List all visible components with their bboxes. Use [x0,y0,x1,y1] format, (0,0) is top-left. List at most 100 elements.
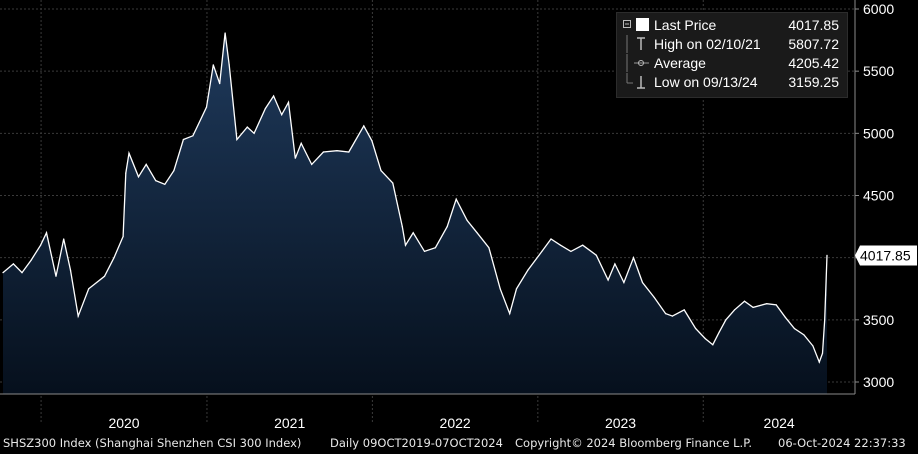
price-point [273,95,275,97]
price-point [559,244,562,246]
price-point [812,345,814,347]
price-point [733,309,736,311]
y-tick-label: 3500 [863,312,894,328]
price-point [803,334,805,336]
price-point [30,259,32,261]
price-point [77,315,79,317]
price-point [173,170,175,172]
footer-date-range: Daily 09OCT2019-07OCT2024 [330,436,503,450]
price-point [246,126,248,128]
price-point [784,316,786,318]
price-point [392,182,394,184]
price-point [825,294,827,296]
price-point [653,296,655,299]
y-tick-label: 5000 [863,125,894,141]
price-point [45,232,48,234]
price-point [499,288,501,290]
footer-timestamp: 06-Oct-2024 22:37:33 [778,436,906,450]
price-point [595,254,597,256]
price-point [623,281,625,284]
axes: 3000350040004500500055006000202020212022… [0,0,917,431]
price-point [671,315,674,317]
price-point [380,170,382,172]
price-point [821,352,824,354]
price-area [3,33,827,394]
price-point [455,198,457,200]
price-point [412,232,414,234]
price-point [824,319,826,321]
price-point [752,306,754,308]
price-point [145,163,147,165]
price-point [766,303,768,305]
legend-value: 5807.72 [788,36,839,52]
price-point [300,142,302,144]
y-tick-label: 4500 [863,188,894,204]
price-point [404,244,407,246]
price-point [182,138,184,141]
legend-label: Low on 09/13/24 [654,74,758,90]
price-point [515,288,518,290]
price-point [63,238,65,240]
legend-label: Last Price [654,17,717,33]
legend-value: 4017.85 [788,17,839,33]
legend-row-high: High on 02/10/21 5807.72 [621,35,839,53]
x-tick-label: 2022 [440,415,471,431]
price-point [311,163,313,165]
price-point [21,272,23,274]
price-point [570,250,572,252]
price-point [793,327,796,330]
footer-index-name: SHSZ300 Index (Shanghai Shenzhen CSI 300… [3,436,302,450]
price-point [446,226,448,228]
price-point [155,180,157,182]
price-point [541,250,543,252]
price-point [488,247,490,249]
y-tick-label: 5500 [863,63,894,79]
price-point [527,269,529,271]
price-point [423,250,426,252]
price-point [125,172,127,174]
price-point [322,151,324,153]
price-point [219,83,221,85]
price-point [287,101,290,103]
legend-value: 3159.25 [788,74,839,90]
price-point [113,257,115,259]
price-point [348,151,350,153]
price-point [641,281,644,284]
price-point [281,114,283,116]
price-point [826,254,828,256]
average-marker-icon [626,54,649,72]
price-point [2,272,4,274]
price-point [228,64,230,66]
price-point [509,313,511,315]
legend-row-low: Low on 09/13/24 3159.25 [621,73,839,91]
last-price-tag-label: 4017.85 [860,247,911,263]
price-point [205,106,208,108]
price-point [632,257,635,259]
price-point [614,263,616,265]
price-point [434,247,436,249]
price-point [12,263,14,265]
x-tick-label: 2023 [605,415,636,431]
price-point [164,183,166,185]
legend-checkbox-icon [623,18,649,31]
price-point [775,304,777,306]
price-points [2,32,828,363]
price-point [683,309,685,311]
y-tick-label: 3000 [863,374,894,390]
legend-row-average: Average 4205.42 [621,54,839,72]
legend-value: 4205.42 [788,55,839,71]
price-point [743,300,746,302]
last-price-tag [855,245,917,266]
price-point [264,107,266,110]
price-point [712,344,714,346]
footer-copyright: Copyright© 2024 Bloomberg Finance L.P. [515,436,752,450]
legend-row-last-price: Last Price 4017.85 [621,16,839,34]
price-point [122,235,124,238]
legend-label: Average [654,55,706,71]
price-point [88,288,90,290]
price-point [137,176,140,178]
price-point [718,331,720,333]
price-point [695,327,697,330]
price-point [294,157,296,159]
